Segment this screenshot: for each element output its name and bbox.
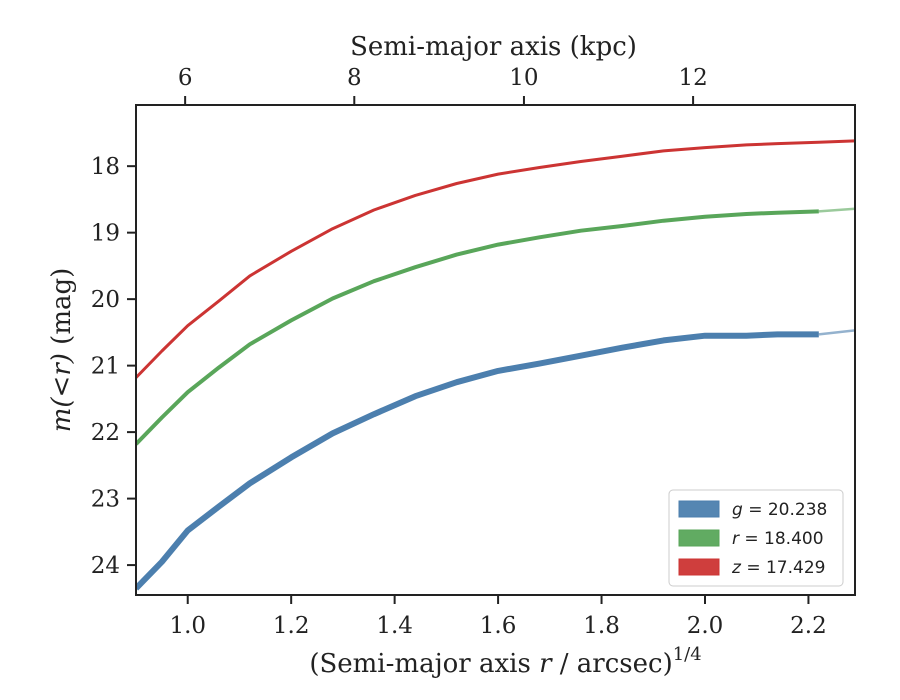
x-axis-label: (Semi-major axis r / arcsec)1/4 <box>309 644 701 679</box>
top-tick-label: 12 <box>678 65 707 91</box>
legend: g = 20.238 r = 18.400 z = 17.429 <box>668 489 844 587</box>
y-axis-label: m(<r) (mag) <box>47 268 77 433</box>
x-tick-label: 1.2 <box>273 613 310 639</box>
series-r-line <box>136 209 819 446</box>
x-tick-label: 2.0 <box>687 613 724 639</box>
top-axis-label: Semi-major axis (kpc) <box>350 32 637 62</box>
plot-frame <box>135 104 856 596</box>
series-g-line <box>136 331 819 591</box>
x-tick-label: 1.6 <box>480 613 517 639</box>
series-r-extension <box>818 207 855 213</box>
y-tick-label: 23 <box>91 487 120 513</box>
top-tick-label: 10 <box>509 65 538 91</box>
y-tick-label: 22 <box>91 420 120 446</box>
x-axis-ticks: 1.0 1.2 1.4 1.6 1.8 2.0 2.2 <box>169 595 827 639</box>
x-tick-label: 1.4 <box>376 613 413 639</box>
y-tick-label: 19 <box>91 221 120 247</box>
x-tick-label: 1.8 <box>583 613 620 639</box>
y-tick-label: 18 <box>91 154 120 180</box>
y-tick-label: 21 <box>91 354 120 380</box>
legend-label-r: r = 18.400 <box>732 529 824 549</box>
legend-swatch-g <box>678 500 720 518</box>
y-tick-label: 24 <box>91 553 120 579</box>
top-tick-label: 6 <box>178 65 193 91</box>
legend-label-z: z = 17.429 <box>731 558 825 578</box>
legend-swatch-z <box>678 558 720 576</box>
x-tick-label: 2.2 <box>790 613 827 639</box>
legend-swatch-r <box>678 529 720 547</box>
series-g-extension <box>818 329 855 336</box>
series-layer <box>136 139 855 591</box>
y-tick-label: 20 <box>91 287 120 313</box>
legend-label-g: g = 20.238 <box>732 500 827 520</box>
series-z-line <box>136 139 855 379</box>
top-tick-label: 8 <box>347 65 362 91</box>
y-axis-ticks: 18 19 20 21 22 23 24 <box>91 154 136 579</box>
x-tick-label: 1.0 <box>169 613 206 639</box>
top-axis-ticks: 6 8 10 12 <box>178 65 708 105</box>
